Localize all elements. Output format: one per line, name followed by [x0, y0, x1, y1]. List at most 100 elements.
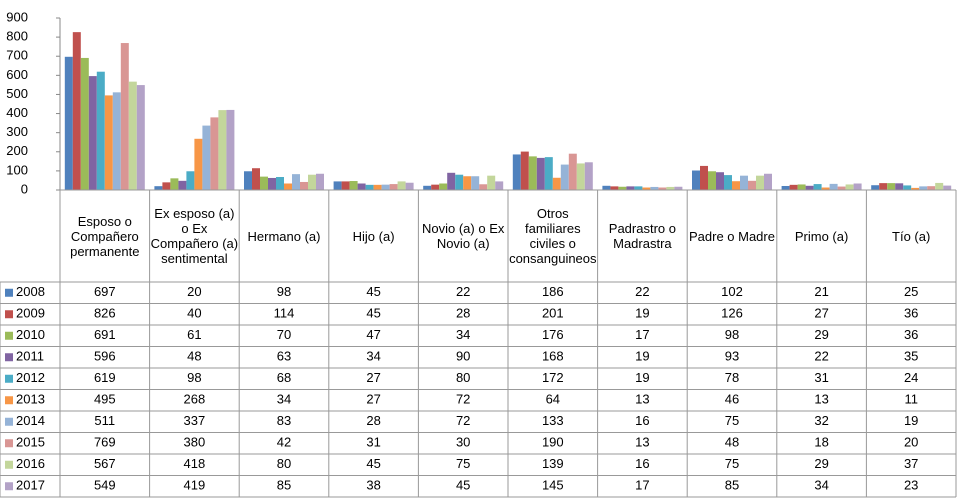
legend-label: 2011 [16, 349, 44, 364]
bar [837, 186, 846, 190]
bar [455, 174, 464, 190]
bar [136, 85, 145, 190]
bar [210, 117, 219, 190]
table-value: 145 [542, 478, 564, 493]
table-value: 34 [277, 392, 291, 407]
bar [244, 171, 252, 190]
y-tick-label: 400 [6, 105, 28, 120]
table-value: 29 [814, 327, 828, 342]
table-value: 72 [456, 392, 470, 407]
bar [700, 165, 708, 190]
bar [568, 153, 577, 190]
y-tick-label: 100 [6, 162, 28, 177]
x-tick-label: Padre o Madre [688, 228, 775, 244]
bar [373, 184, 382, 190]
table-value: 697 [94, 284, 116, 299]
table-value: 19 [635, 370, 649, 385]
table-value: 22 [814, 349, 828, 364]
table-value: 63 [277, 349, 291, 364]
table-value: 27 [366, 392, 380, 407]
bar [218, 110, 227, 190]
bar [300, 181, 308, 190]
bar [112, 92, 121, 190]
table-value: 36 [904, 306, 918, 321]
table-value: 29 [814, 456, 828, 471]
bar [495, 181, 504, 190]
legend-label: 2009 [16, 306, 45, 321]
bar [381, 184, 390, 190]
bar [528, 156, 537, 190]
bar [853, 183, 862, 190]
bar [341, 181, 350, 190]
table-value: 90 [456, 349, 470, 364]
table-value: 40 [187, 306, 201, 321]
bar [479, 184, 488, 190]
table-value: 186 [542, 284, 564, 299]
table-value: 567 [94, 456, 116, 471]
bar [610, 186, 619, 190]
bar [943, 185, 952, 190]
table-value: 16 [635, 413, 649, 428]
bar [397, 181, 406, 190]
table-value: 48 [725, 435, 739, 450]
bar [431, 184, 440, 190]
bar [692, 170, 700, 190]
bar [576, 163, 585, 190]
legend-label: 2012 [16, 370, 45, 385]
table-value: 34 [814, 478, 828, 493]
legend-key [5, 439, 13, 448]
bar [732, 181, 740, 190]
table-value: 176 [542, 327, 564, 342]
category-cell: Tío (a) [892, 228, 931, 244]
legend-label: 2015 [16, 435, 45, 450]
bar [405, 182, 414, 190]
bar [308, 174, 316, 190]
table-value: 13 [635, 435, 649, 450]
table-value: 83 [277, 413, 291, 428]
bar [104, 95, 113, 190]
legend-label: 2010 [16, 327, 45, 342]
bar [845, 184, 854, 190]
bar [194, 138, 203, 190]
table-value: 24 [904, 370, 918, 385]
y-tick-label: 700 [6, 48, 28, 63]
bar [650, 186, 659, 190]
table-value: 126 [721, 306, 743, 321]
table-value: 139 [542, 456, 564, 471]
table-value: 68 [277, 370, 291, 385]
table-value: 48 [187, 349, 201, 364]
bar [316, 173, 324, 190]
bar [268, 177, 276, 190]
table-value: 75 [456, 456, 470, 471]
bar [423, 185, 432, 190]
legend-label: 2014 [16, 413, 45, 428]
table-value: 19 [635, 349, 649, 364]
table-value: 20 [187, 284, 201, 299]
x-tick-label: Hermano (a) [247, 228, 321, 244]
bar [748, 180, 756, 190]
table-value: 23 [904, 478, 918, 493]
table-value: 21 [814, 284, 828, 299]
table-value: 133 [542, 413, 564, 428]
table-value: 34 [456, 327, 470, 342]
category-cell: Ex esposo (a) o Ex Compañero (a) sentime… [151, 206, 238, 266]
bar [903, 185, 912, 190]
bar [333, 181, 342, 190]
x-tick-label: Tío (a) [892, 228, 931, 244]
table-value: 64 [546, 392, 560, 407]
y-tick-label: 800 [6, 29, 28, 44]
table-value: 30 [456, 435, 470, 450]
bar [927, 186, 936, 190]
table-value: 619 [94, 370, 116, 385]
y-tick-label: 900 [6, 9, 28, 24]
bar [642, 187, 651, 190]
table-value: 549 [94, 478, 116, 493]
bar [602, 185, 611, 190]
category-cell: Hijo (a) [353, 229, 395, 244]
table-value: 17 [635, 478, 649, 493]
table-value: 495 [94, 392, 116, 407]
legend-label: 2013 [16, 392, 45, 407]
legend-key [5, 331, 13, 340]
table-value: 691 [94, 327, 116, 342]
table-value: 268 [184, 392, 206, 407]
